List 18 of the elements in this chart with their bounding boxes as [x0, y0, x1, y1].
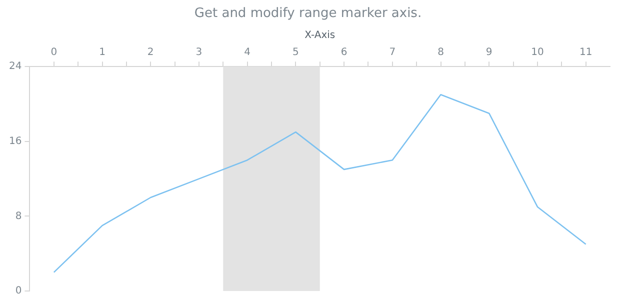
chart-title: Get and modify range marker axis. — [194, 6, 422, 22]
y-tick-label: 8 — [15, 210, 22, 222]
x-tick-label: 7 — [389, 47, 396, 58]
x-tick-label: 11 — [579, 47, 592, 58]
x-tick-label: 1 — [99, 47, 106, 58]
x-tick-label: 5 — [292, 47, 299, 58]
y-tick-label: 0 — [15, 286, 22, 297]
x-tick-label: 8 — [438, 47, 444, 58]
y-tick-label: 24 — [8, 61, 22, 72]
x-tick-label: 3 — [196, 47, 202, 58]
x-tick-label: 6 — [340, 47, 348, 58]
x-tick-label: 4 — [244, 47, 251, 58]
x-tick-label: 9 — [486, 47, 492, 58]
y-tick-label: 16 — [8, 136, 22, 147]
x-axis-title: X-Axis — [304, 30, 336, 42]
x-tick-label: 0 — [50, 47, 58, 58]
x-tick-label: 2 — [147, 47, 154, 58]
x-tick-label: 10 — [531, 47, 544, 58]
